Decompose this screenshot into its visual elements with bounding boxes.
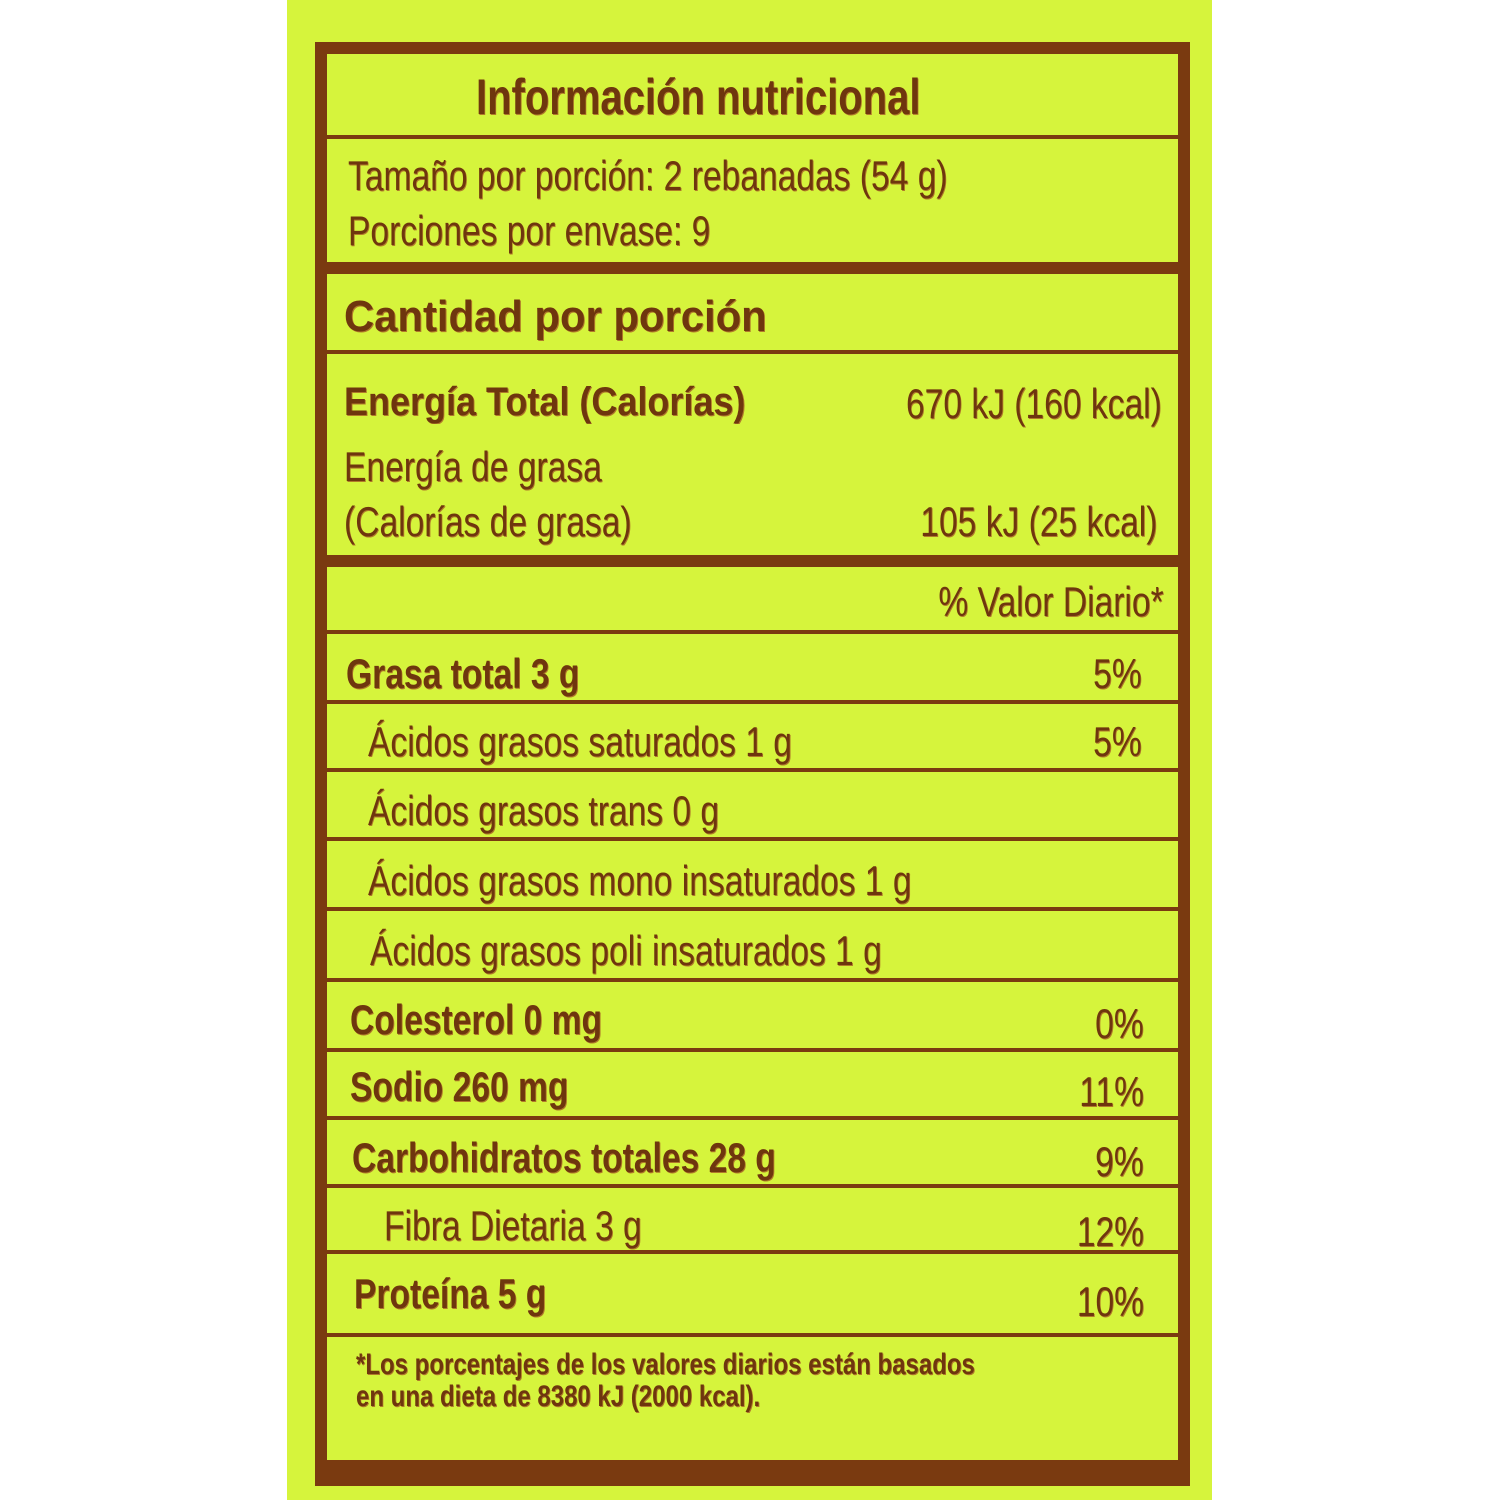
divider: [327, 1184, 1178, 1188]
nutrient-row-label: Ácidos grasos trans 0 g: [368, 787, 720, 834]
divider: [327, 1333, 1178, 1337]
divider: [327, 262, 1178, 274]
serving-size: Tamaño por porción: 2 rebanadas (54 g): [348, 152, 948, 199]
nutrient-row-label: Proteína 5 g: [354, 1270, 547, 1317]
nutrient-row-label: Colesterol 0 mg: [350, 996, 603, 1043]
divider: [327, 768, 1178, 772]
nutrient-row-dv: 5%: [1093, 718, 1142, 765]
divider: [327, 555, 1178, 567]
divider: [327, 1048, 1178, 1052]
amount-per-serving-header: Cantidad por porción: [344, 292, 767, 341]
divider: [327, 1250, 1178, 1254]
daily-value-header: % Valor Diario*: [938, 578, 1164, 625]
nutrient-row-label: Sodio 260 mg: [350, 1063, 569, 1110]
fat-energy-value: 105 kJ (25 kcal): [919, 498, 1157, 545]
nutrient-row-label: Carbohidratos totales 28 g: [352, 1134, 776, 1181]
servings-per-container: Porciones por envase: 9: [348, 207, 711, 254]
fat-energy-label-2: (Calorías de grasa): [344, 498, 632, 545]
label-title: Información nutricional: [476, 69, 921, 125]
nutrient-row-label: Ácidos grasos mono insaturados 1 g: [368, 857, 912, 904]
energy-total-value: 670 kJ (160 kcal): [906, 380, 1162, 427]
nutrient-row-dv: 11%: [1079, 1068, 1144, 1115]
divider: [327, 907, 1178, 911]
divider: [327, 837, 1178, 841]
nutrient-row-dv: 12%: [1076, 1208, 1144, 1255]
fat-energy-label: Energía de grasa: [344, 443, 602, 490]
nutrient-row-dv: 10%: [1076, 1278, 1144, 1325]
nutrient-row-dv: 5%: [1093, 650, 1142, 697]
energy-total-label: Energía Total (Calorías): [344, 380, 746, 424]
nutrient-row-dv: 0%: [1095, 1000, 1144, 1047]
divider: [327, 630, 1178, 634]
nutrient-row-label: Ácidos grasos poli insaturados 1 g: [370, 927, 882, 974]
footnote-line-2: en una dieta de 8380 kJ (2000 kcal).: [356, 1380, 761, 1413]
nutrient-row-dv: 9%: [1095, 1138, 1144, 1185]
nutrient-row-label: Grasa total 3 g: [346, 650, 580, 697]
label-frame: [315, 42, 1190, 1486]
divider: [327, 700, 1178, 704]
divider: [327, 350, 1178, 354]
divider: [327, 135, 1178, 139]
footnote-line-1: *Los porcentajes de los valores diarios …: [356, 1348, 975, 1381]
nutrient-row-label: Fibra Dietaria 3 g: [384, 1202, 642, 1249]
nutrient-row-label: Ácidos grasos saturados 1 g: [368, 718, 792, 765]
divider: [327, 978, 1178, 982]
divider: [327, 1116, 1178, 1120]
